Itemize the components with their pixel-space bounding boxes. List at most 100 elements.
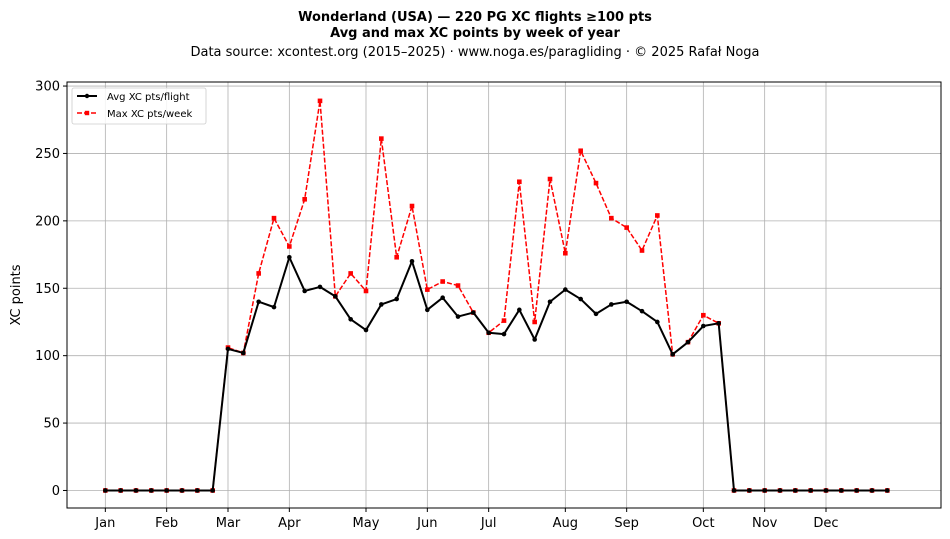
- data-point-max-xc-pts-week: [624, 225, 629, 230]
- legend-avg-label: Avg XC pts/flight: [107, 92, 190, 103]
- data-point-max-xc-pts-week: [256, 271, 261, 276]
- x-tick-label: May: [353, 516, 380, 531]
- data-point-avg-xc-pts-flight: [455, 314, 461, 319]
- axis-ticks: 0 50 100 150 200 250 300 Jan Feb Mar Apr May Jun Jul A…: [35, 80, 838, 531]
- data-point-avg-xc-pts-flight: [639, 308, 645, 314]
- data-point-avg-xc-pts-flight: [808, 488, 813, 493]
- data-point-max-xc-pts-week: [287, 244, 292, 249]
- data-point-avg-xc-pts-flight: [118, 488, 123, 493]
- data-point-avg-xc-pts-flight: [731, 488, 737, 493]
- data-point-avg-xc-pts-flight: [486, 330, 491, 336]
- x-tick-label: Feb: [155, 516, 178, 531]
- x-tick-label: Dec: [813, 516, 838, 531]
- data-point-max-xc-pts-week: [348, 271, 353, 276]
- data-point-avg-xc-pts-flight: [179, 488, 185, 493]
- data-point-avg-xc-pts-flight: [379, 302, 384, 307]
- data-point-avg-xc-pts-flight: [133, 488, 139, 493]
- data-point-avg-xc-pts-flight: [471, 310, 476, 315]
- data-point-avg-xc-pts-flight: [793, 488, 798, 493]
- data-point-avg-xc-pts-flight: [869, 488, 875, 493]
- x-tick-label: Nov: [752, 516, 778, 531]
- data-point-avg-xc-pts-flight: [532, 337, 537, 342]
- data-point-avg-xc-pts-flight: [777, 488, 783, 493]
- data-point-avg-xc-pts-flight: [701, 323, 706, 329]
- x-tick-label: Jul: [480, 516, 497, 531]
- data-point-avg-xc-pts-flight: [210, 488, 215, 493]
- data-point-max-xc-pts-week: [593, 180, 599, 186]
- series-line-avg-xc-pts-flight: [105, 256, 888, 492]
- data-point-avg-xc-pts-flight: [762, 488, 767, 493]
- data-point-avg-xc-pts-flight: [241, 350, 246, 356]
- data-point-max-xc-pts-week: [578, 148, 583, 154]
- series-line-max-xc-pts-week: [105, 100, 888, 492]
- legend: Avg XC pts/flight Max XC pts/week: [71, 87, 207, 125]
- y-tick-label: 100: [35, 349, 60, 364]
- data-point-avg-xc-pts-flight: [425, 307, 430, 313]
- chart-subtitle: Avg and max XC points by week of year: [330, 26, 620, 41]
- x-tick-label: Jan: [94, 516, 115, 531]
- data-point-max-xc-pts-week: [302, 196, 307, 202]
- data-point-avg-xc-pts-flight: [609, 302, 614, 307]
- data-point-avg-xc-pts-flight: [317, 284, 323, 290]
- data-point-avg-xc-pts-flight: [624, 299, 629, 305]
- data-point-avg-xc-pts-flight: [823, 488, 829, 493]
- plot-frame: [66, 81, 942, 509]
- data-point-avg-xc-pts-flight: [655, 319, 660, 325]
- data-point-max-xc-pts-week: [379, 136, 384, 141]
- data-point-avg-xc-pts-flight: [302, 288, 307, 294]
- data-point-avg-xc-pts-flight: [164, 488, 169, 493]
- y-axis-label: XC points: [9, 264, 24, 325]
- data-point-avg-xc-pts-flight: [685, 339, 691, 345]
- data-point-avg-xc-pts-flight: [593, 311, 599, 317]
- data-point-avg-xc-pts-flight: [225, 346, 231, 352]
- data-point-avg-xc-pts-flight: [149, 488, 154, 493]
- x-tick-label: Aug: [553, 516, 578, 531]
- data-point-avg-xc-pts-flight: [195, 488, 200, 493]
- legend-box: [71, 87, 207, 125]
- data-point-avg-xc-pts-flight: [287, 254, 292, 260]
- data-point-avg-xc-pts-flight: [854, 488, 859, 493]
- y-tick-label: 50: [43, 417, 60, 432]
- data-point-avg-xc-pts-flight: [348, 316, 353, 322]
- data-point-avg-xc-pts-flight: [501, 331, 507, 337]
- data-point-max-xc-pts-week: [655, 213, 660, 218]
- x-tick-label: Oct: [692, 516, 714, 531]
- data-point-avg-xc-pts-flight: [103, 488, 108, 493]
- data-point-avg-xc-pts-flight: [716, 321, 721, 326]
- legend-max-label: Max XC pts/week: [107, 109, 192, 120]
- x-tick-label: Jun: [416, 516, 437, 531]
- legend-avg-marker: [84, 93, 90, 99]
- data-point-avg-xc-pts-flight: [747, 488, 752, 493]
- data-point-max-xc-pts-week: [363, 288, 369, 294]
- x-tick-label: Mar: [216, 516, 241, 531]
- y-tick-label: 300: [35, 80, 60, 95]
- data-point-avg-xc-pts-flight: [670, 352, 675, 357]
- data-point-avg-xc-pts-flight: [563, 287, 568, 292]
- data-point-avg-xc-pts-flight: [333, 294, 338, 299]
- x-tick-label: Apr: [278, 516, 301, 531]
- data-point-avg-xc-pts-flight: [256, 299, 261, 305]
- chart-title: Wonderland (USA) — 220 PG XC flights ≥10…: [298, 10, 652, 25]
- data-point-avg-xc-pts-flight: [547, 299, 553, 305]
- data-point-max-xc-pts-week: [639, 248, 645, 253]
- data-point-max-xc-pts-week: [517, 179, 522, 185]
- data-point-avg-xc-pts-flight: [839, 488, 844, 493]
- data-point-max-xc-pts-week: [563, 250, 568, 256]
- data-point-max-xc-pts-week: [455, 283, 461, 288]
- y-tick-label: 250: [35, 147, 60, 162]
- data-point-avg-xc-pts-flight: [517, 307, 522, 313]
- data-point-max-xc-pts-week: [547, 176, 553, 182]
- data-point-max-xc-pts-week: [701, 312, 706, 318]
- data-point-max-xc-pts-week: [271, 215, 277, 221]
- data-point-avg-xc-pts-flight: [885, 488, 890, 493]
- data-point-max-xc-pts-week: [609, 215, 614, 221]
- data-point-max-xc-pts-week: [501, 318, 507, 323]
- chart-source: Data source: xcontest.org (2015–2025) · …: [190, 45, 759, 60]
- data-point-max-xc-pts-week: [317, 98, 323, 104]
- data-point-max-xc-pts-week: [440, 279, 445, 284]
- data-point-avg-xc-pts-flight: [394, 296, 399, 302]
- data-point-avg-xc-pts-flight: [363, 327, 369, 333]
- y-tick-label: 0: [52, 484, 60, 499]
- plot-series: [103, 98, 890, 493]
